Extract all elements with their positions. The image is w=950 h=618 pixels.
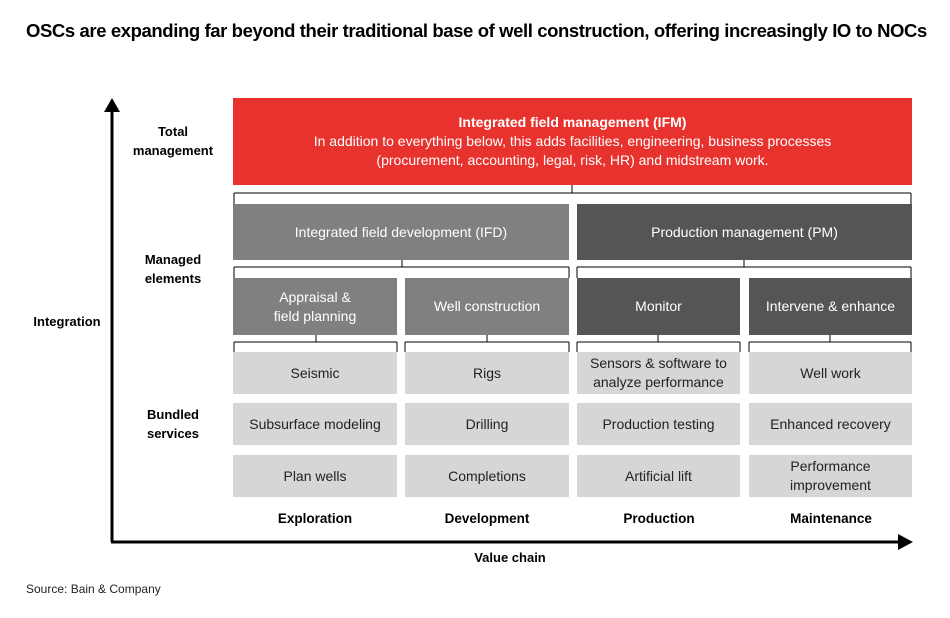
stage-maintenance: Maintenance <box>790 511 872 526</box>
service-performance-improvement: Performance improvement <box>749 455 912 497</box>
bracket-ifd <box>233 260 570 278</box>
ifd-box: Integrated field development (IFD) <box>233 204 569 260</box>
bracket-appraisal <box>233 335 398 352</box>
ifm-description-line-1: In addition to everything below, this ad… <box>313 133 832 149</box>
bracket-ifm <box>233 185 912 204</box>
row-label-bundled-services: Bundled services <box>146 407 200 441</box>
pm-box: Production management (PM) <box>577 204 912 260</box>
source-note: Source: Bain & Company <box>26 582 161 596</box>
service-sensors-software: Sensors & software to analyze performance <box>577 352 740 394</box>
bracket-intervene <box>748 335 912 352</box>
bracket-monitor <box>576 335 741 352</box>
service-well-work: Well work <box>749 352 912 394</box>
well-construction-box: Well construction <box>405 278 569 335</box>
bracket-well-construction <box>404 335 570 352</box>
service-completions: Completions <box>405 455 569 497</box>
ifm-title: Integrated field management (IFM) <box>458 114 687 130</box>
y-axis-label: Integration <box>33 314 101 329</box>
stage-exploration: Exploration <box>277 511 353 526</box>
bracket-pm <box>576 260 912 278</box>
stage-development: Development <box>444 511 530 526</box>
monitor-box: Monitor <box>577 278 740 335</box>
service-plan-wells: Plan wells <box>233 455 397 497</box>
appraisal-box: Appraisal & field planning <box>233 278 397 335</box>
service-artificial-lift: Artificial lift <box>577 455 740 497</box>
service-enhanced-recovery: Enhanced recovery <box>749 403 912 445</box>
x-axis-arrow-icon <box>898 534 913 550</box>
page-title: OSCs are expanding far beyond their trad… <box>26 20 927 41</box>
y-axis-arrow-icon <box>104 98 120 112</box>
intervene-enhance-box: Intervene & enhance <box>749 278 912 335</box>
x-axis-label: Value chain <box>474 550 546 565</box>
ifm-box: Integrated field management (IFM) In add… <box>233 98 912 185</box>
stage-production: Production <box>623 511 695 526</box>
ifm-description-line-2: (procurement, accounting, legal, risk, H… <box>376 152 769 168</box>
service-rigs: Rigs <box>405 352 569 394</box>
service-seismic: Seismic <box>233 352 397 394</box>
row-label-total-management: Total management <box>132 124 214 158</box>
service-subsurface-modeling: Subsurface modeling <box>233 403 397 445</box>
service-drilling: Drilling <box>405 403 569 445</box>
row-label-managed-elements: Managed elements <box>144 252 202 286</box>
service-production-testing: Production testing <box>577 403 740 445</box>
